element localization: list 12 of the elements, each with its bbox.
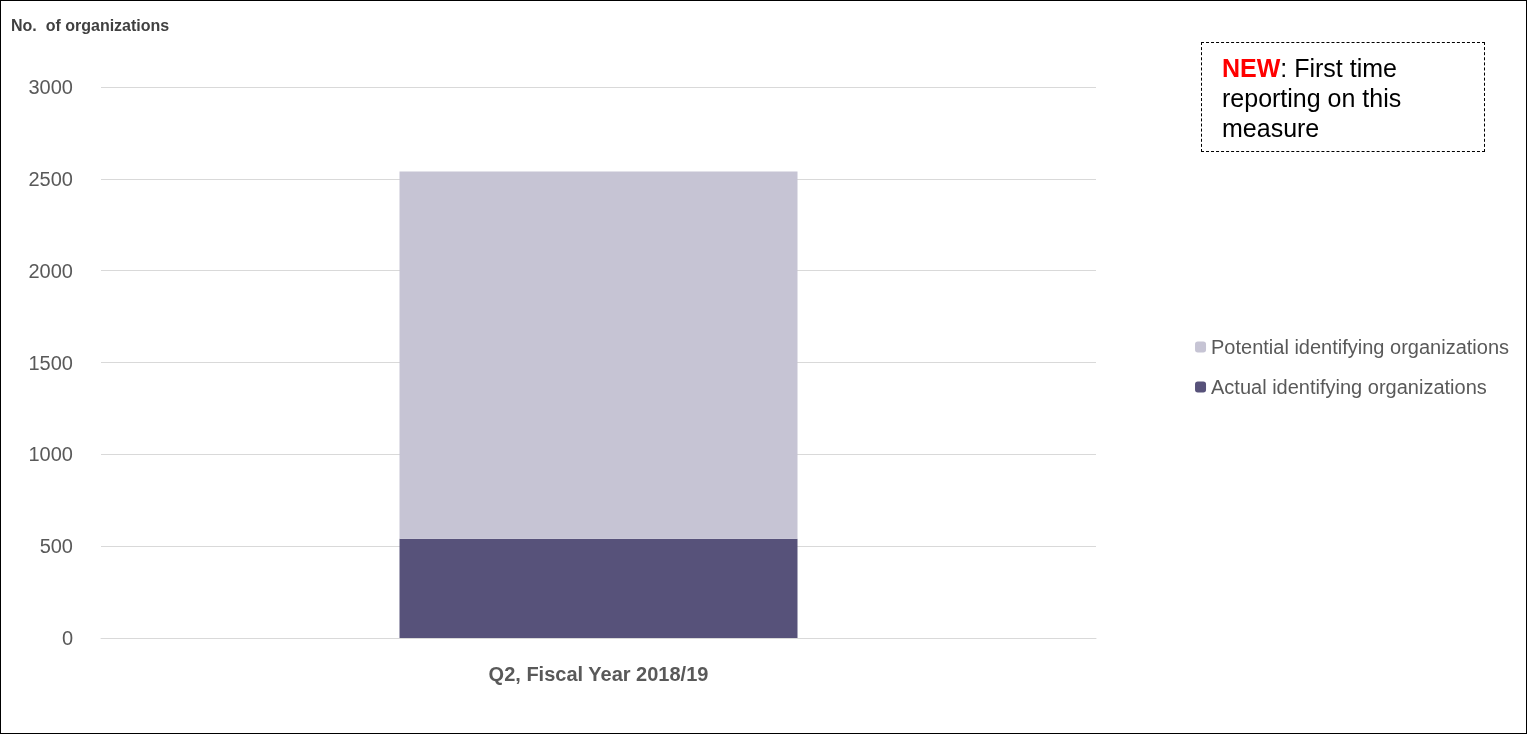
legend-label: Actual identifying organizations bbox=[1211, 376, 1487, 398]
y-tick-label: 1500 bbox=[28, 351, 73, 374]
y-axis-title: No. of organizations bbox=[11, 16, 170, 34]
x-tick-label: Q2, Fiscal Year 2018/19 bbox=[488, 663, 709, 685]
y-tick-label: 2000 bbox=[28, 259, 73, 282]
text: NEW: First time reporting on this measure bbox=[1201, 42, 1485, 152]
y-tick-label: 3000 bbox=[28, 76, 73, 98]
y-tick-label: 0 bbox=[61, 627, 73, 649]
y-tick-label: 500 bbox=[39, 535, 73, 558]
y-tick-label: 2500 bbox=[28, 167, 73, 190]
legend-label: Potential identifying organizations bbox=[1211, 336, 1509, 358]
y-tick-label: 1000 bbox=[28, 443, 73, 466]
